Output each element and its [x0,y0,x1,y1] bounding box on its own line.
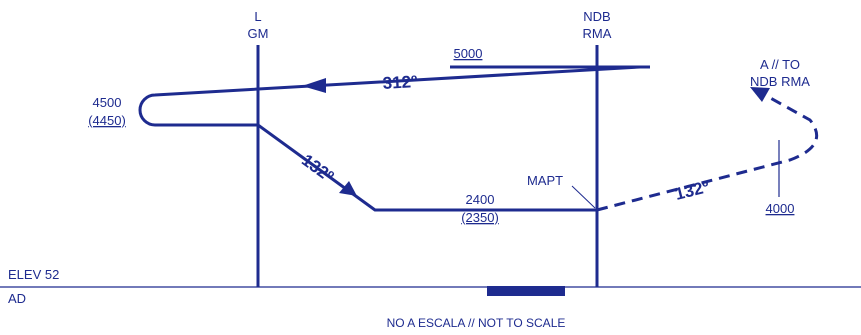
procedure-turn-altitude: 4500 [93,95,122,110]
elevation-label: ELEV 52 [8,267,59,282]
inbound-heading: 132º [298,151,337,187]
mapt-label: MAPT [527,173,563,188]
locator-label-line2: GM [248,26,269,41]
final-height: (2350) [461,210,499,225]
runway [487,286,565,296]
missed-destination-line1: A // TO [760,57,800,72]
initial-altitude: 5000 [454,46,483,61]
missed-approach-arrowhead [750,87,770,102]
outbound-arrowhead [302,78,326,93]
missed-destination-line2: NDB RMA [750,74,810,89]
ndb-label-line2: RMA [583,26,612,41]
mapt-leader [572,186,595,208]
missed-heading: 132º [673,177,711,204]
final-altitude: 2400 [466,192,495,207]
missed-approach-altitude: 4000 [766,201,795,216]
scale-note: NO A ESCALA // NOT TO SCALE [387,316,566,330]
locator-label-line1: L [254,9,261,24]
inbound-arrowhead [339,181,357,196]
procedure-turn-height: (4450) [88,113,126,128]
outbound-heading: 312º [382,72,418,93]
aerodrome-label: AD [8,291,26,306]
ndb-label-line1: NDB [583,9,610,24]
